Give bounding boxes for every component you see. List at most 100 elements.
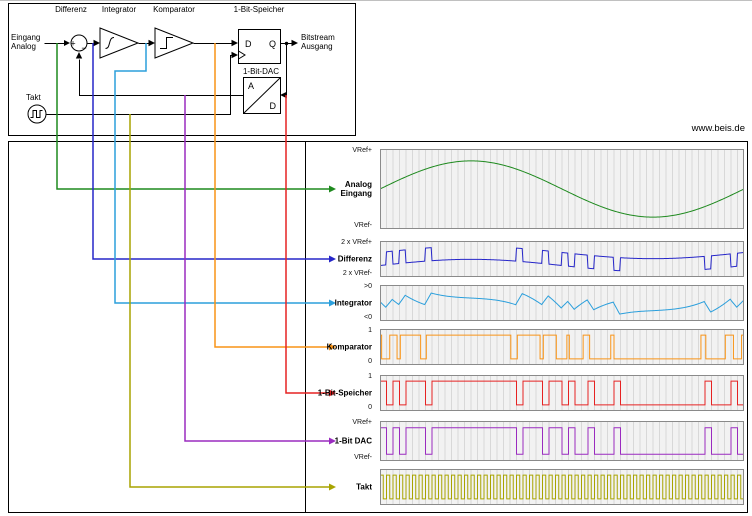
arrowhead-into-comparator — [148, 39, 155, 47]
arrowhead-into-integrator — [93, 39, 100, 47]
block-diagram-panel — [8, 3, 356, 136]
plot-border — [380, 329, 744, 365]
probe-arrowhead-speicher — [329, 389, 336, 397]
probe-wire-takt — [129, 114, 329, 488]
plot-border — [380, 375, 744, 411]
axis-label-top: VRef+ — [352, 147, 372, 154]
wave-labels-analog: VRef+ VRef- Analog Eingang — [302, 147, 376, 229]
wave-labels-dac: VRef+ VRef- 1-Bit DAC — [302, 419, 376, 461]
arrowhead-clock-into-flipflop — [231, 51, 238, 59]
flipflop-clock-input-icon — [238, 50, 246, 60]
signal-name-takt: Takt — [356, 483, 372, 492]
dac-analog-label: A — [248, 81, 254, 91]
trace-speicher — [380, 380, 744, 406]
waveform-komparator — [380, 329, 744, 365]
arrowhead-into-flipflop — [231, 39, 238, 47]
stage-label-dac: 1-Bit-DAC — [243, 67, 279, 76]
waveform-takt — [380, 469, 744, 505]
stage-label-komparator: Komparator — [153, 5, 195, 14]
probe-wire-dac — [184, 95, 329, 442]
dac-diagonal — [243, 77, 281, 114]
wave-labels-differenz: 2 x VRef+ 2 x VRef- Differenz — [302, 239, 376, 277]
probe-arrowhead-integrator — [329, 299, 336, 307]
signal-name-line: Komparator — [326, 342, 372, 352]
axis-label-top: 2 x VRef+ — [341, 239, 372, 246]
signal-name-analog: Analog Eingang — [340, 180, 372, 198]
plot-border — [380, 285, 744, 321]
probe-wire-komparator — [214, 43, 329, 348]
trace-differenz — [380, 247, 744, 272]
probe-wire-analog — [56, 43, 329, 190]
input-label-line2: Analog — [11, 42, 36, 51]
signal-name-line: Analog — [344, 180, 372, 189]
wave-labels-komparator: 1 0 Komparator — [302, 327, 376, 365]
trace-takt — [380, 474, 744, 500]
trace-integrator — [380, 292, 744, 315]
summing-junction — [70, 34, 88, 52]
waveform-analog — [380, 149, 744, 229]
stage-label-integrator: Integrator — [102, 5, 137, 14]
signal-name-dac: 1-Bit DAC — [335, 437, 372, 446]
wire-dac-to-summer — [79, 59, 244, 96]
stage-label-takt: Takt — [26, 93, 41, 102]
clock-gridlines — [386, 329, 738, 365]
axis-label-top: 1 — [368, 373, 372, 380]
probe-arrowhead-differenz — [329, 255, 336, 263]
probe-arrowhead-dac — [329, 437, 336, 445]
axis-label-bottom: 0 — [368, 358, 372, 365]
summer-minus-sign: − — [81, 43, 86, 53]
signal-name-line: 1-Bit-Speicher — [317, 388, 372, 398]
probe-arrowhead-analog — [329, 185, 336, 193]
arrowhead-input — [64, 40, 70, 46]
waveform-dac — [380, 421, 744, 461]
stage-label-speicher: 1-Bit-Speicher — [234, 5, 285, 14]
feedback-node-dot — [284, 41, 289, 46]
trace-dac — [380, 427, 744, 455]
flipflop-q-label: Q — [269, 39, 276, 49]
website-watermark: www.beis.de — [691, 123, 745, 134]
axis-label-bottom: 0 — [368, 404, 372, 411]
stage-label-differenz: Differenz — [55, 5, 87, 14]
probe-arrowhead-takt — [329, 483, 336, 491]
probe-wire-differenz — [92, 43, 329, 260]
integrator-curve-icon — [105, 37, 115, 49]
axis-label-bottom: 2 x VRef- — [342, 270, 372, 277]
axis-label-bottom: VRef- — [354, 454, 372, 461]
output-label-line1: Bitstream — [301, 33, 335, 42]
signal-name-line: 1-Bit DAC — [334, 436, 372, 446]
signal-name-integrator: Integrator — [335, 299, 372, 308]
waveform-speicher — [380, 375, 744, 411]
trace-analog — [380, 160, 744, 218]
plot-border — [380, 469, 744, 505]
signal-name-komparator: Komparator — [327, 343, 372, 352]
flipflop-box — [238, 29, 281, 64]
wave-labels-integrator: >0 <0 Integrator — [302, 283, 376, 321]
plot-border — [380, 149, 744, 229]
clock-wave-icon — [30, 110, 43, 118]
comparator-step-icon — [160, 37, 173, 49]
axis-label-bottom: VRef- — [354, 222, 372, 229]
signal-name-speicher: 1-Bit-Speicher — [318, 389, 372, 398]
waveform-integrator — [380, 285, 744, 321]
trace-komparator — [380, 334, 744, 360]
signal-name-line: Integrator — [334, 298, 372, 308]
dac-digital-label: D — [270, 101, 277, 111]
axis-label-bottom: <0 — [364, 314, 372, 321]
probe-wire-integrator — [114, 43, 329, 304]
axis-label-top: 1 — [368, 327, 372, 334]
plot-border — [380, 241, 744, 277]
clock-gridlines — [386, 149, 738, 229]
output-label-line2: Ausgang — [301, 42, 333, 51]
wave-labels-takt: Takt — [302, 469, 376, 505]
input-label-line1: Eingang — [11, 33, 40, 42]
arrowhead-bitstream — [291, 39, 298, 47]
arrowhead-into-dac — [280, 91, 287, 99]
summer-plus-sign: + — [70, 39, 75, 49]
signal-name-line: Takt — [356, 482, 372, 492]
signal-name-line: Eingang — [340, 189, 372, 198]
probe-arrowhead-komparator — [329, 343, 336, 351]
arrowhead-into-summer — [75, 52, 83, 59]
signal-name-differenz: Differenz — [338, 255, 372, 264]
